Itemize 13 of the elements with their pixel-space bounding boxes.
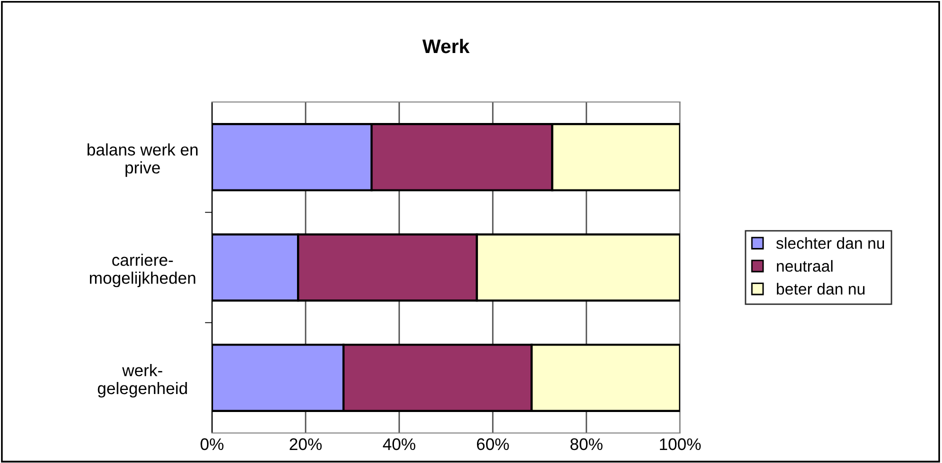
x-tick-label: 40% [382,438,416,450]
x-tick-label: 20% [290,438,322,450]
chart-title: Werk [422,38,470,54]
x-tick-label: 80% [570,438,602,450]
legend-label: beter dan nu [776,282,864,295]
y-tick-label: werk- gelegenheid [98,364,187,398]
y-tick-label: balans werk en prive [88,143,198,177]
x-tick-label: 0% [200,438,224,450]
y-tick-label: carriere- mogelijkheden [90,254,196,288]
x-tick-label: 100% [660,438,701,450]
x-tick-label: 60% [476,438,509,450]
legend-label: neutraal [776,260,833,272]
legend-label: slechter dan nu [776,237,884,249]
